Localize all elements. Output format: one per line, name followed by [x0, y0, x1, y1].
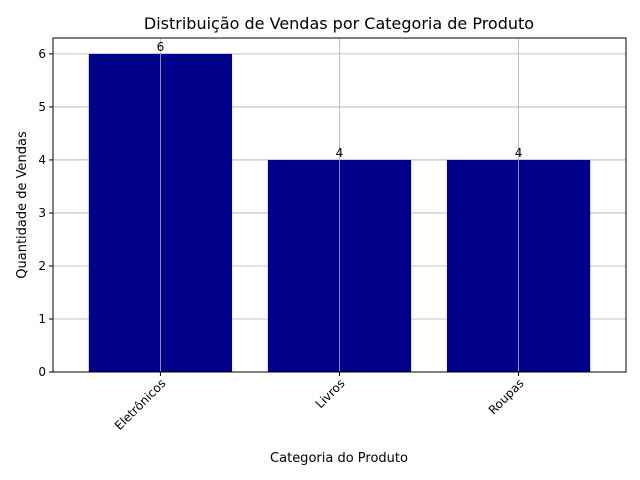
plot-frame — [52, 37, 627, 373]
y-tick-label: 2 — [38, 259, 46, 273]
bar-value-label: 6 — [157, 40, 165, 54]
chart-title: Distribuição de Vendas por Categoria de … — [144, 14, 534, 33]
bar-value-label: 4 — [515, 146, 523, 160]
y-tick-label: 3 — [38, 206, 46, 220]
y-tick-label: 4 — [38, 153, 46, 167]
y-axis-label: Quantidade de Vendas — [15, 131, 30, 279]
vertical-grid-layer — [160, 38, 519, 372]
axes-layer — [49, 37, 627, 376]
x-axis-label: Categoria do Produto — [270, 451, 408, 466]
x-tick-label: Roupas — [486, 376, 527, 417]
bar-value-label: 4 — [336, 146, 344, 160]
y-tick-label: 0 — [38, 365, 46, 379]
x-tick-label: Livros — [313, 376, 348, 411]
y-tick-label: 1 — [38, 312, 46, 326]
y-tick-label: 5 — [38, 100, 46, 114]
y-tick-label: 6 — [38, 47, 46, 61]
x-tick-label: Eletrônicos — [112, 376, 169, 433]
